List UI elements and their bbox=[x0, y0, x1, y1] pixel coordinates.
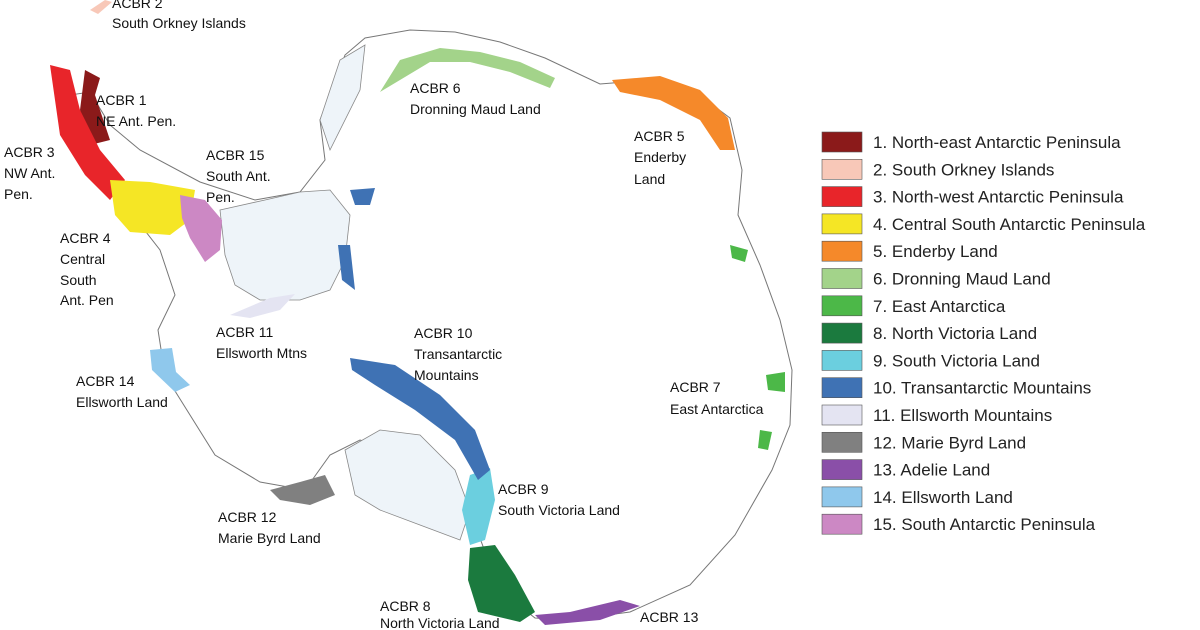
legend-label: 8. North Victoria Land bbox=[873, 324, 1037, 343]
legend-label: 4. Central South Antarctic Peninsula bbox=[873, 215, 1146, 234]
legend-swatch bbox=[821, 404, 863, 426]
map-label: ACBR 2 bbox=[112, 0, 163, 11]
map-label: Enderby bbox=[634, 149, 686, 165]
legend-swatch bbox=[821, 459, 863, 480]
region bbox=[270, 475, 335, 505]
map-label: Ellsworth Mtns bbox=[216, 345, 307, 361]
legend-label: 14. Ellsworth Land bbox=[873, 488, 1013, 507]
map-label: ACBR 10 bbox=[414, 325, 473, 341]
legend-label: 7. East Antarctica bbox=[873, 297, 1006, 316]
map-label: Marie Byrd Land bbox=[218, 530, 321, 546]
map-label: Ant. Pen bbox=[60, 292, 114, 308]
region bbox=[230, 294, 295, 318]
map-label: ACBR 12 bbox=[218, 509, 277, 525]
map-label: ACBR 8 bbox=[380, 598, 431, 614]
map-label: Pen. bbox=[4, 186, 33, 202]
legend-label: 3. North-west Antarctic Peninsula bbox=[873, 188, 1124, 207]
map-label: Land bbox=[634, 171, 665, 187]
region bbox=[90, 0, 112, 14]
map-label: ACBR 11 bbox=[216, 324, 274, 340]
region bbox=[150, 348, 190, 392]
legend-label: 6. Dronning Maud Land bbox=[873, 270, 1051, 289]
region bbox=[180, 195, 222, 262]
map-label: ACBR 14 bbox=[76, 373, 135, 389]
legend-swatch bbox=[821, 295, 863, 317]
region bbox=[612, 76, 735, 150]
map-label: ACBR 6 bbox=[410, 80, 461, 96]
legend-swatch bbox=[821, 131, 863, 153]
legend-label: 5. Enderby Land bbox=[873, 242, 998, 261]
region bbox=[535, 600, 640, 625]
map-label: Pen. bbox=[206, 189, 235, 205]
legend: 1. North-east Antarctic Peninsula 2. Sout… bbox=[821, 131, 1146, 535]
map-label: South Ant. bbox=[206, 168, 271, 184]
legend-label: 1. North-east Antarctic Peninsula bbox=[873, 133, 1121, 152]
map-label: ACBR 13 bbox=[640, 609, 699, 625]
map-label: ACBR 5 bbox=[634, 128, 685, 144]
map-label: ACBR 3 bbox=[4, 144, 55, 160]
legend-label: 9. South Victoria Land bbox=[873, 351, 1040, 370]
legend-swatch bbox=[821, 186, 863, 207]
region bbox=[110, 180, 195, 235]
map-label: NW Ant. bbox=[4, 165, 55, 181]
map-label: South Victoria Land bbox=[498, 502, 620, 518]
legend-swatch bbox=[821, 377, 863, 399]
legend-label: 12. Marie Byrd Land bbox=[873, 433, 1026, 452]
regions bbox=[50, 0, 785, 625]
legend-label: 13. Adelie Land bbox=[873, 461, 990, 480]
region bbox=[380, 48, 555, 92]
region bbox=[468, 545, 535, 622]
map-label: ACBR 4 bbox=[60, 230, 111, 246]
ronne-ice-shelf bbox=[219, 189, 351, 301]
legend-swatch bbox=[821, 240, 863, 262]
map-label: NE Ant. Pen. bbox=[96, 113, 176, 129]
legend-swatch bbox=[821, 350, 863, 371]
region bbox=[462, 468, 495, 545]
map-label: ACBR 15 bbox=[206, 147, 265, 163]
legend-label: 11. Ellsworth Mountains bbox=[873, 406, 1052, 425]
map-label: East Antarctica bbox=[670, 401, 764, 417]
map-label: Mountains bbox=[414, 367, 479, 383]
region bbox=[338, 188, 490, 480]
map-label: South Orkney Islands bbox=[112, 15, 246, 31]
map-label: ACBR 7 bbox=[670, 379, 721, 395]
region bbox=[50, 65, 125, 200]
legend-label: 2. South Orkney Islands bbox=[873, 160, 1054, 179]
legend-swatch bbox=[821, 486, 863, 508]
legend-swatch bbox=[821, 513, 863, 535]
interior-shelf bbox=[319, 44, 366, 152]
map-labels: ACBR 2 South Orkney Islands ACBR 1 NE An… bbox=[4, 0, 764, 630]
legend-swatch bbox=[821, 431, 863, 453]
map-label: Transantarctic bbox=[414, 346, 502, 362]
legend-swatch bbox=[821, 213, 863, 235]
legend-swatch bbox=[821, 268, 863, 289]
legend-label: 10. Transantarctic Mountains bbox=[873, 379, 1091, 398]
map-label: North Victoria Land bbox=[380, 615, 500, 630]
map-label: South bbox=[60, 272, 97, 288]
map-label: Ellsworth Land bbox=[76, 394, 168, 410]
map-label: Central bbox=[60, 251, 105, 267]
ross-ice-shelf bbox=[344, 429, 471, 541]
legend-swatch bbox=[821, 159, 863, 180]
map-label: ACBR 9 bbox=[498, 481, 549, 497]
map-label: ACBR 1 bbox=[96, 92, 147, 108]
map-label: Dronning Maud Land bbox=[410, 101, 541, 117]
legend-label: 15. South Antarctic Peninsula bbox=[873, 515, 1096, 534]
legend-swatch bbox=[821, 322, 863, 344]
